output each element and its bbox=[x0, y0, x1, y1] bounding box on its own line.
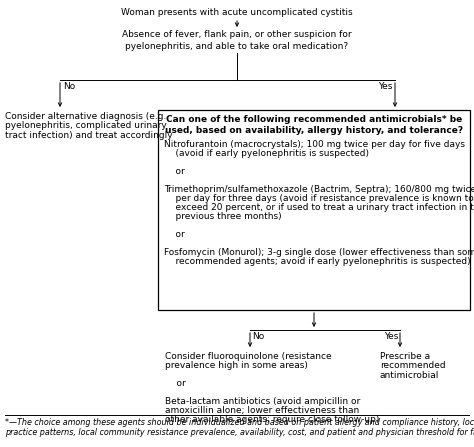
Text: Beta-lactam antibiotics (avoid ampicillin or: Beta-lactam antibiotics (avoid ampicilli… bbox=[165, 397, 360, 406]
Text: No: No bbox=[252, 332, 264, 341]
Text: pyelonephritis, complicated urinary: pyelonephritis, complicated urinary bbox=[5, 122, 167, 131]
Text: Nitrofurantoin (macrocrystals); 100 mg twice per day for five days: Nitrofurantoin (macrocrystals); 100 mg t… bbox=[164, 140, 465, 149]
Text: Fosfomycin (Monurol); 3-g single dose (lower effectiveness than some: Fosfomycin (Monurol); 3-g single dose (l… bbox=[164, 248, 474, 257]
Text: Yes: Yes bbox=[378, 82, 392, 91]
Text: (avoid if early pyelonephritis is suspected): (avoid if early pyelonephritis is suspec… bbox=[164, 149, 369, 158]
Text: per day for three days (avoid if resistance prevalence is known to: per day for three days (avoid if resista… bbox=[164, 194, 474, 203]
Text: Absence of fever, flank pain, or other suspicion for: Absence of fever, flank pain, or other s… bbox=[122, 30, 352, 39]
Text: exceed 20 percent, or if used to treat a urinary tract infection in the: exceed 20 percent, or if used to treat a… bbox=[164, 203, 474, 212]
Text: practice patterns, local community resistance prevalence, availability, cost, an: practice patterns, local community resis… bbox=[5, 428, 474, 437]
Text: tract infection) and treat accordingly: tract infection) and treat accordingly bbox=[5, 131, 173, 140]
Text: Yes: Yes bbox=[383, 332, 398, 341]
Text: *—The choice among these agents should be individualized and based on patient al: *—The choice among these agents should b… bbox=[5, 418, 474, 427]
Text: Can one of the following recommended antimicrobials* be: Can one of the following recommended ant… bbox=[166, 115, 462, 124]
Text: prevalence high in some areas): prevalence high in some areas) bbox=[165, 361, 308, 370]
Text: Prescribe a: Prescribe a bbox=[380, 352, 430, 361]
Text: antimicrobial: antimicrobial bbox=[380, 371, 439, 380]
Text: or: or bbox=[164, 167, 185, 176]
Text: Consider alternative diagnosis (e.g.,: Consider alternative diagnosis (e.g., bbox=[5, 112, 169, 121]
Text: or: or bbox=[165, 379, 186, 388]
Text: previous three months): previous three months) bbox=[164, 212, 282, 221]
Text: or: or bbox=[164, 230, 185, 239]
Text: other available agents; require close follow-up): other available agents; require close fo… bbox=[165, 415, 379, 424]
Text: Trimethoprim/sulfamethoxazole (Bactrim, Septra); 160/800 mg twice: Trimethoprim/sulfamethoxazole (Bactrim, … bbox=[164, 185, 474, 194]
Text: recommended: recommended bbox=[380, 362, 446, 371]
Text: amoxicillin alone; lower effectiveness than: amoxicillin alone; lower effectiveness t… bbox=[165, 406, 359, 415]
Text: recommended agents; avoid if early pyelonephritis is suspected): recommended agents; avoid if early pyelo… bbox=[164, 257, 471, 266]
Text: pyelonephritis, and able to take oral medication?: pyelonephritis, and able to take oral me… bbox=[126, 42, 348, 51]
Text: Woman presents with acute uncomplicated cystitis: Woman presents with acute uncomplicated … bbox=[121, 8, 353, 17]
Text: Consider fluoroquinolone (resistance: Consider fluoroquinolone (resistance bbox=[165, 352, 332, 361]
Text: No: No bbox=[63, 82, 75, 91]
Text: used, based on availability, allergy history, and tolerance?: used, based on availability, allergy his… bbox=[165, 126, 463, 135]
Bar bbox=[158, 110, 470, 310]
